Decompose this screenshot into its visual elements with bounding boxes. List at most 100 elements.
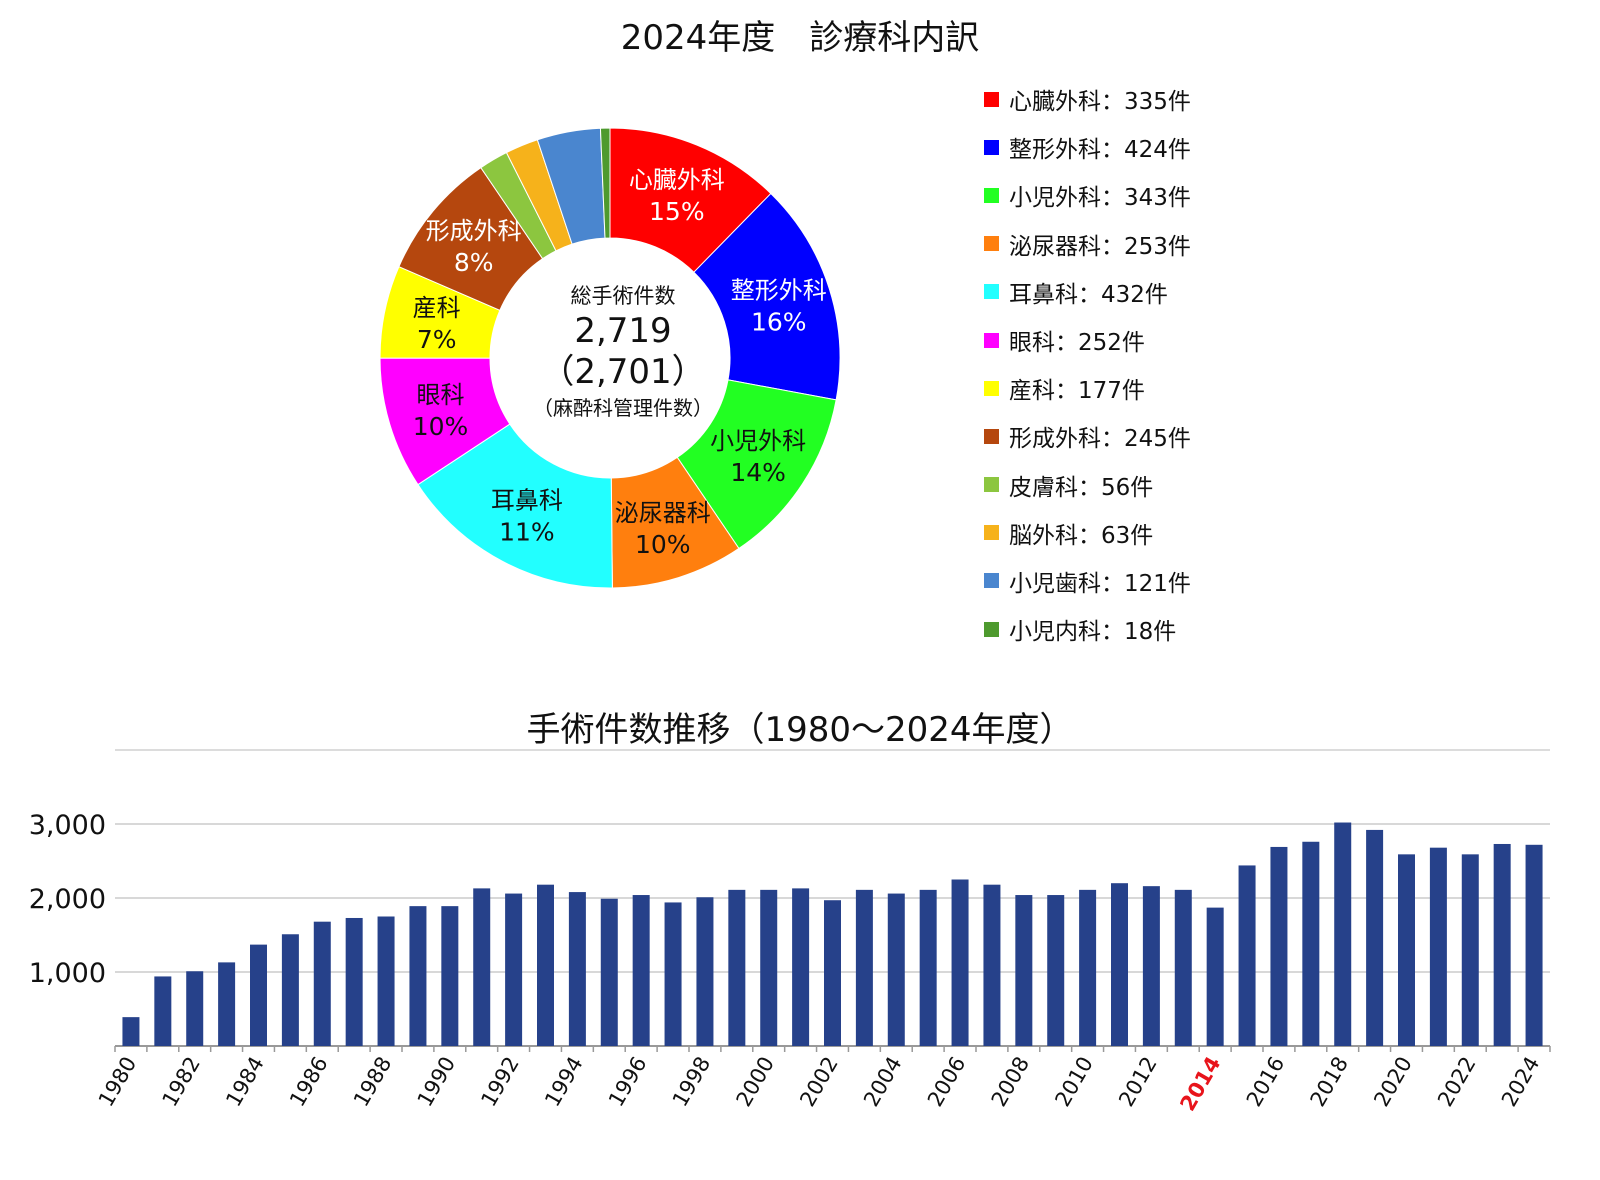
legend-label: 皮膚科：56件 (1009, 474, 1154, 501)
bar-2022 (1461, 854, 1479, 1046)
bar-2020 (1398, 854, 1415, 1046)
bar-2014 (1206, 907, 1224, 1046)
bar-2005 (919, 889, 937, 1046)
legend-item: 皮膚科：56件 (984, 461, 1191, 509)
bar-2009 (1047, 895, 1065, 1046)
x-tick-label: 2000 (732, 1053, 780, 1111)
bar-2016 (1270, 846, 1288, 1046)
legend-item: 小児外科：343件 (984, 171, 1191, 219)
x-tick-label: 2006 (923, 1053, 971, 1111)
legend-swatch (984, 139, 999, 155)
donut-legend: 心臓外科：335件整形外科：424件 小児外科：343件泌尿器科：253件 耳鼻科：… (984, 75, 1191, 653)
legend-label: 形成外科：245件 (1009, 426, 1191, 453)
slice-label: 産科 (413, 294, 461, 322)
bar-2023 (1493, 843, 1511, 1046)
bar-1994 (568, 892, 586, 1046)
slice-percent: 10% (413, 412, 469, 441)
bar-1993 (537, 884, 554, 1046)
x-tick-label: 2010 (1050, 1053, 1098, 1111)
bar-1997 (664, 902, 682, 1046)
center-label: 総手術件数 (570, 284, 676, 308)
bar-2012 (1142, 886, 1160, 1046)
x-tick-label: 2014 (1175, 1053, 1225, 1116)
x-tick-label: 2008 (987, 1053, 1035, 1111)
bar-2003 (855, 889, 873, 1046)
legend-label: 産科：177件 (1009, 378, 1145, 405)
slice-label: 泌尿器科 (615, 499, 711, 527)
legend-swatch (984, 187, 999, 203)
center-total: 2,719 (574, 311, 672, 351)
bar-1995 (600, 898, 618, 1046)
center-sub-total: （2,701） (540, 352, 706, 392)
donut-center: 総手術件数 2,719 （2,701） （麻酔科管理件数） (498, 280, 748, 421)
bar-1985 (281, 934, 299, 1046)
x-tick-label: 1994 (540, 1053, 588, 1111)
legend-swatch (984, 621, 999, 637)
x-tick-label: 1996 (604, 1053, 652, 1111)
legend-item: 心臓外科：335件 (984, 75, 1191, 123)
slice-percent: 10% (635, 530, 691, 559)
x-tick-label: 1984 (221, 1053, 269, 1111)
bar-2007 (983, 884, 1001, 1046)
bar-1981 (154, 976, 172, 1046)
legend-item: 脳外科：63件 (984, 509, 1191, 557)
slice-label: 心臓外科 (629, 166, 725, 194)
bar-1999 (728, 889, 746, 1046)
bar-1998 (696, 897, 714, 1046)
bar-1991 (473, 888, 491, 1046)
x-tick-label: 1986 (285, 1053, 333, 1111)
bar-2019 (1366, 829, 1384, 1046)
bar-1996 (632, 895, 650, 1046)
slice-percent: 14% (730, 458, 786, 487)
legend-swatch (984, 380, 999, 396)
donut-chart: 心臓外科 15% 整形外科 16% 小児外科 14% 泌尿器科 10% 耳鼻科 11% 眼科 10% 産… (379, 127, 841, 589)
y-tick-label: 1,000 (29, 958, 106, 989)
slice-label: 整形外科 (731, 277, 827, 305)
bar-2006 (951, 879, 969, 1046)
slice-percent: 7% (417, 325, 457, 354)
x-tick-label: 1982 (158, 1053, 206, 1111)
bar-1992 (505, 893, 523, 1046)
donut-slice-1 (693, 192, 841, 401)
x-tick-label: 1988 (349, 1053, 397, 1111)
legend-swatch (984, 236, 999, 252)
legend-swatch (984, 91, 999, 107)
legend-item: 小児歯科：121件 (984, 557, 1191, 605)
legend-label: 泌尿器科：253件 (1009, 233, 1191, 260)
legend-label: 小児歯科：121件 (1009, 570, 1191, 597)
bar-1983 (218, 962, 236, 1046)
slice-label: 小児外科 (710, 427, 806, 455)
donut-chart-title: 2024年度 診療科内訳 (620, 18, 980, 58)
legend-label: 耳鼻科：432件 (1009, 281, 1168, 308)
bar-2002 (824, 900, 841, 1046)
x-tick-label: 2004 (859, 1053, 907, 1111)
legend-swatch (984, 428, 999, 444)
bar-1987 (345, 917, 363, 1046)
legend-label: 脳外科：63件 (1009, 522, 1154, 549)
x-tick-label: 1998 (668, 1053, 716, 1111)
slice-percent: 11% (499, 517, 555, 546)
slice-label: 形成外科 (426, 217, 522, 245)
bar-2010 (1079, 889, 1097, 1046)
bar-2024 (1525, 844, 1543, 1046)
bar-2004 (887, 893, 905, 1046)
y-tick-label: 2,000 (29, 884, 106, 915)
legend-label: 小児内科：18件 (1009, 619, 1177, 646)
slice-percent: 8% (454, 248, 494, 277)
x-tick-label: 2016 (1242, 1053, 1290, 1111)
bar-1984 (250, 944, 267, 1046)
bar-2015 (1238, 865, 1256, 1046)
legend-label: 心臓外科：335件 (1009, 89, 1191, 116)
legend-swatch (984, 284, 999, 300)
bar-1980 (122, 1017, 140, 1046)
bar-2001 (792, 888, 810, 1046)
slice-label: 眼科 (416, 381, 464, 409)
bar-1988 (377, 916, 395, 1046)
bar-1986 (313, 921, 331, 1046)
legend-item: 整形外科：424件 (984, 123, 1191, 171)
x-tick-label: 2022 (1433, 1053, 1481, 1111)
x-tick-label: 1992 (476, 1053, 524, 1111)
x-tick-label: 1990 (413, 1053, 461, 1111)
slice-percent: 16% (751, 308, 807, 337)
x-tick-label: 2012 (1114, 1053, 1162, 1111)
